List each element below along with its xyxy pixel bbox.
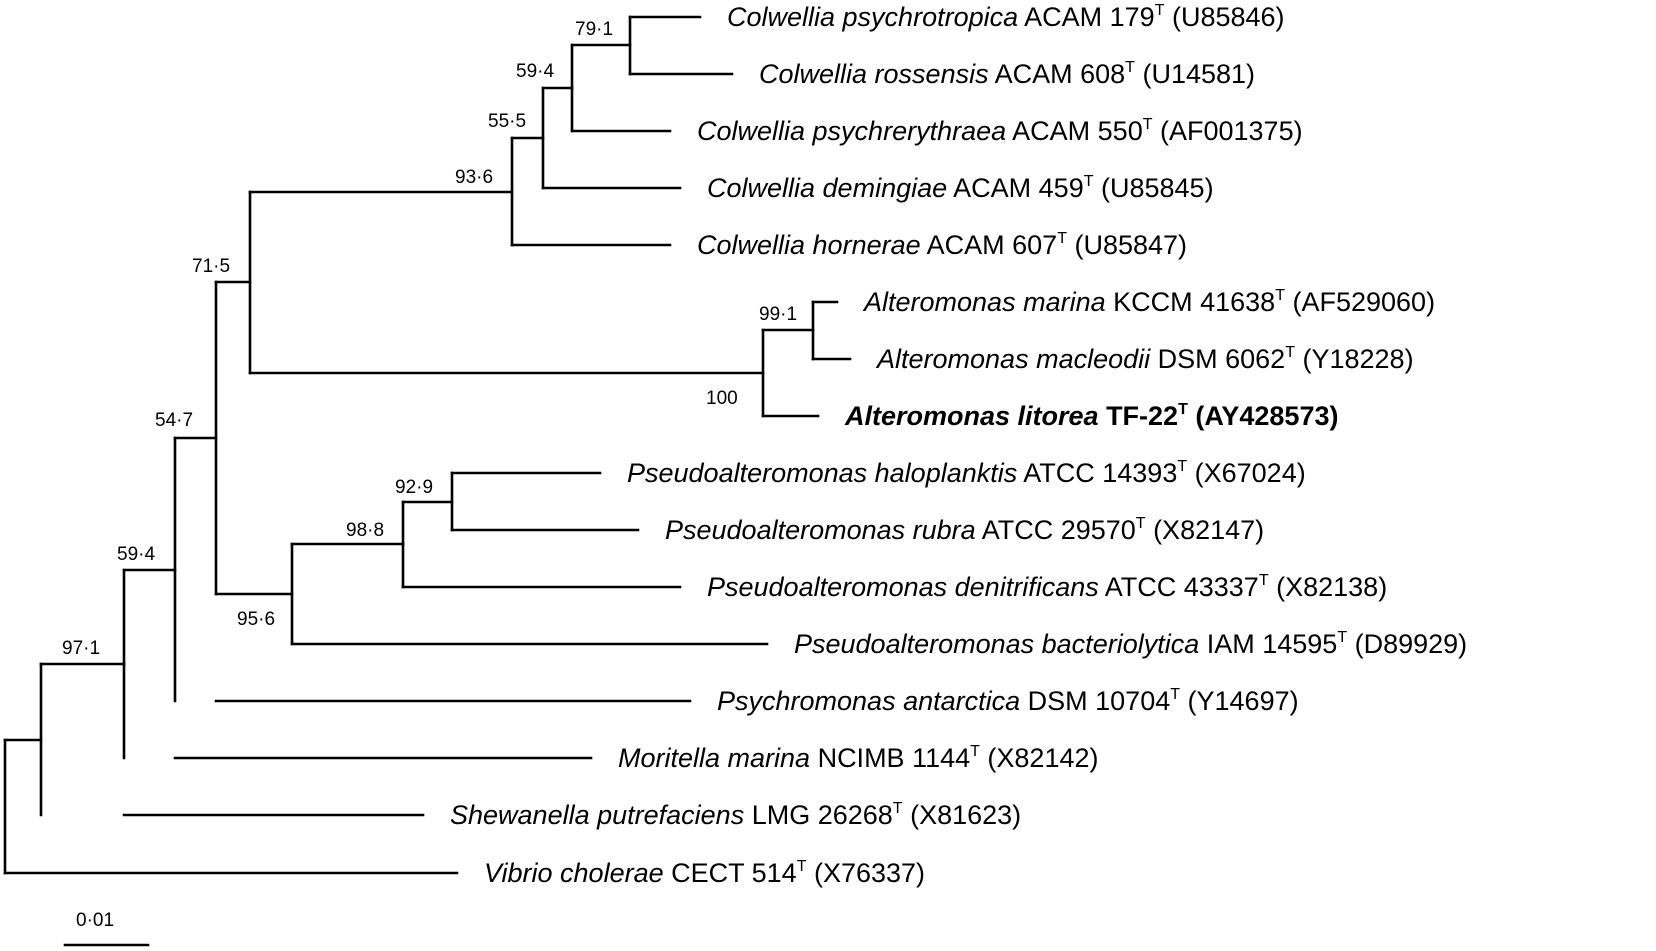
type-strain-mark: T xyxy=(893,800,903,817)
taxon-accession: (X82138) xyxy=(1269,572,1388,602)
taxon-label-t15: Shewanella putrefaciens LMG 26268T (X816… xyxy=(450,800,1021,830)
bootstrap-value-n_colw_a: 59·4 xyxy=(516,61,554,82)
bootstrap-value-n_colw_alt: 71·5 xyxy=(192,256,230,277)
type-strain-mark: T xyxy=(1143,116,1153,133)
bootstrap-value-n_alt_pair: 99·1 xyxy=(759,304,797,325)
taxon-accession: (AY428573) xyxy=(1188,401,1339,431)
taxon-label-t2: Colwellia rossensis ACAM 608T (U14581) xyxy=(759,59,1255,89)
type-strain-mark: T xyxy=(1155,2,1165,19)
taxon-species: Moritella marina xyxy=(618,743,810,773)
scale-bar: 0·01 xyxy=(63,910,150,947)
taxon-strain: ACAM 179 xyxy=(1018,2,1155,32)
taxon-species: Alteromonas marina xyxy=(862,287,1106,317)
taxon-species: Alteromonas macleodii xyxy=(875,344,1151,374)
taxon-species: Colwellia rossensis xyxy=(759,59,989,89)
taxon-accession: (U14581) xyxy=(1135,59,1255,89)
taxon-accession: (Y18228) xyxy=(1295,344,1414,374)
taxon-species: Pseudoalteromonas rubra xyxy=(665,515,976,545)
bootstrap-value-n_pseudo_b: 98·8 xyxy=(346,520,384,541)
bootstrap-value-n_big: 54·7 xyxy=(155,410,193,431)
taxon-accession: (AF529060) xyxy=(1285,287,1435,317)
taxon-species: Pseudoalteromonas haloplanktis xyxy=(627,458,1017,488)
bootstrap-value-n_plus_moritella: 97·1 xyxy=(62,638,100,659)
taxon-label-t7: Alteromonas macleodii DSM 6062T (Y18228) xyxy=(875,344,1414,374)
taxon-species: Colwellia hornerae xyxy=(697,230,921,260)
type-strain-mark: T xyxy=(797,858,807,875)
taxon-species: Psychromonas antarctica xyxy=(717,686,1020,716)
taxon-strain: ATCC 29570 xyxy=(976,515,1136,545)
taxon-label-t13: Psychromonas antarctica DSM 10704T (Y146… xyxy=(717,686,1299,716)
taxon-strain: IAM 14595 xyxy=(1199,629,1337,659)
taxon-accession: (AF001375) xyxy=(1153,116,1303,146)
taxon-accession: (X81623) xyxy=(903,800,1022,830)
type-strain-mark: T xyxy=(1084,173,1094,190)
taxon-strain: ACAM 607 xyxy=(921,230,1058,260)
type-strain-mark: T xyxy=(1337,629,1347,646)
tree-branches xyxy=(3,15,852,875)
taxon-label-t16: Vibrio cholerae CECT 514T (X76337) xyxy=(484,858,925,888)
type-strain-mark: T xyxy=(970,743,980,760)
type-strain-mark: T xyxy=(1259,572,1269,589)
taxon-species: Pseudoalteromonas bacteriolytica xyxy=(794,629,1199,659)
taxon-accession: (U85846) xyxy=(1164,2,1284,32)
taxon-accession: (X82147) xyxy=(1146,515,1265,545)
taxon-accession: (D89929) xyxy=(1347,629,1467,659)
type-strain-mark: T xyxy=(1170,686,1180,703)
type-strain-mark: T xyxy=(1177,458,1187,475)
taxon-label-t4: Colwellia demingiae ACAM 459T (U85845) xyxy=(707,173,1214,203)
bootstrap-value-n_alt: 100 xyxy=(706,388,738,409)
taxon-strain: KCCM 41638 xyxy=(1106,287,1276,317)
type-strain-mark: T xyxy=(1275,287,1285,304)
type-strain-mark: T xyxy=(1125,59,1135,76)
bootstrap-value-n_pseudo: 95·6 xyxy=(237,609,275,630)
taxon-labels: Colwellia psychrotropica ACAM 179T (U858… xyxy=(450,2,1467,888)
taxon-label-t11: Pseudoalteromonas denitrificans ATCC 433… xyxy=(707,572,1387,602)
taxon-strain: NCIMB 1144 xyxy=(810,743,970,773)
bootstrap-value-n_plus_psychro: 59·4 xyxy=(117,544,155,565)
taxon-species: Vibrio cholerae xyxy=(484,858,664,888)
taxon-strain: DSM 6062 xyxy=(1150,344,1285,374)
type-strain-mark: T xyxy=(1285,344,1295,361)
taxon-accession: (X82142) xyxy=(980,743,1099,773)
taxon-species: Pseudoalteromonas denitrificans xyxy=(707,572,1099,602)
taxon-species: Colwellia demingiae xyxy=(707,173,947,203)
taxon-strain: ACAM 608 xyxy=(989,59,1126,89)
taxon-label-t5: Colwellia hornerae ACAM 607T (U85847) xyxy=(697,230,1187,260)
taxon-accession: (U85845) xyxy=(1094,173,1214,203)
taxon-label-t10: Pseudoalteromonas rubra ATCC 29570T (X82… xyxy=(665,515,1264,545)
taxon-accession: (X67024) xyxy=(1187,458,1306,488)
type-strain-mark: T xyxy=(1057,230,1067,247)
bootstrap-value-n_colw_b: 55·5 xyxy=(488,111,526,132)
scale-bar-label: 0·01 xyxy=(76,910,114,931)
bootstrap-value-n_pseudo_pair: 92·9 xyxy=(395,477,433,498)
taxon-species: Alteromonas litorea xyxy=(844,401,1099,431)
taxon-label-t6: Alteromonas marina KCCM 41638T (AF529060… xyxy=(862,287,1435,317)
taxon-accession: (U85847) xyxy=(1067,230,1187,260)
bootstrap-value-n_psychro_ross: 79·1 xyxy=(575,19,613,40)
bootstrap-values: 79·1 59·4 55·5 93·6 71·5 99·1 100 92·9 98·8 95·6 5… xyxy=(62,19,797,659)
taxon-strain: LMG 26268 xyxy=(744,800,893,830)
taxon-label-t8: Alteromonas litorea TF-22T (AY428573) xyxy=(844,401,1338,431)
taxon-strain: ACAM 459 xyxy=(947,173,1084,203)
taxon-strain: ATCC 14393 xyxy=(1017,458,1177,488)
taxon-strain: DSM 10704 xyxy=(1020,686,1170,716)
taxon-accession: (X76337) xyxy=(806,858,925,888)
taxon-label-t1: Colwellia psychrotropica ACAM 179T (U858… xyxy=(727,2,1285,32)
taxon-strain: ATCC 43337 xyxy=(1099,572,1259,602)
bootstrap-value-n_colw: 93·6 xyxy=(455,167,493,188)
taxon-species: Colwellia psychrerythraea xyxy=(697,116,1006,146)
type-strain-mark: T xyxy=(1178,401,1188,418)
taxon-label-t14: Moritella marina NCIMB 1144T (X82142) xyxy=(618,743,1098,773)
taxon-strain: CECT 514 xyxy=(664,858,797,888)
taxon-strain: ACAM 550 xyxy=(1006,116,1143,146)
type-strain-mark: T xyxy=(1136,515,1146,532)
taxon-label-t9: Pseudoalteromonas haloplanktis ATCC 1439… xyxy=(627,458,1306,488)
taxon-species: Shewanella putrefaciens xyxy=(450,800,744,830)
taxon-accession: (Y14697) xyxy=(1180,686,1299,716)
taxon-label-t12: Pseudoalteromonas bacteriolytica IAM 145… xyxy=(794,629,1467,659)
taxon-species: Colwellia psychrotropica xyxy=(727,2,1018,32)
taxon-label-t3: Colwellia psychrerythraea ACAM 550T (AF0… xyxy=(697,116,1303,146)
taxon-strain: TF-22 xyxy=(1099,401,1179,431)
